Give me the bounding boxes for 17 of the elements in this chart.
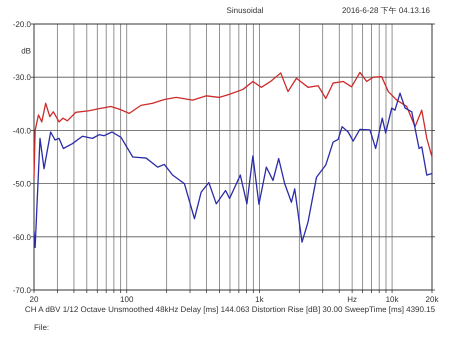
text: File: xyxy=(34,323,50,332)
y-tick-label: -70.0 xyxy=(12,286,32,295)
x-tick-label: 20 xyxy=(30,295,39,304)
y-tick-label: -60.0 xyxy=(12,232,32,242)
x-tick-label: 1k xyxy=(255,295,265,304)
y-tick-label: -30.0 xyxy=(12,73,32,82)
x-tick-label: 100 xyxy=(120,295,134,304)
chart-title: Sinusoidal xyxy=(226,6,264,15)
x-tick-label: 20k xyxy=(426,295,440,304)
text: CH A dBV 1/12 Octave Unsmoothed 48kHz Delay [ms] 144.063 Distortion Rise [dB] 30.00 SweepTime [ms] 4390.15 xyxy=(24,305,436,314)
text: 2016-6-28 下午 04.13.16 xyxy=(342,6,431,15)
y-axis-title: dB xyxy=(21,46,31,56)
x-tick-label: Hz xyxy=(347,295,358,304)
y-tick-label: -40.0 xyxy=(12,126,32,136)
x-tick-label: 10k xyxy=(386,295,400,304)
y-tick-label: -50.0 xyxy=(12,180,32,189)
y-tick-label: -20.0 xyxy=(12,20,32,29)
